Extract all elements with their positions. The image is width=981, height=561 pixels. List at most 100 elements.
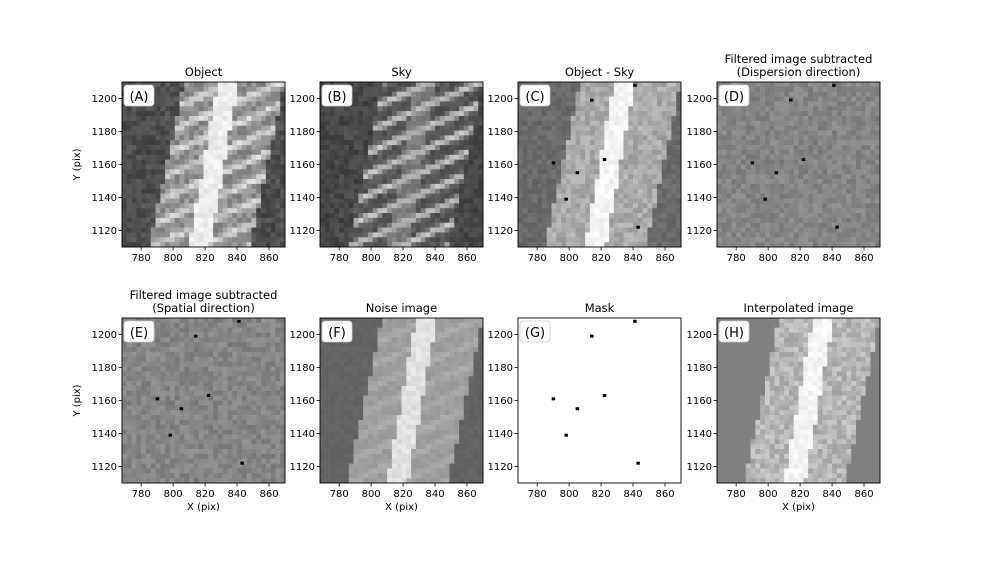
pixel-cell	[179, 208, 185, 214]
pixel-cell	[251, 91, 257, 97]
pixel-cell	[860, 130, 866, 136]
pixel-cell	[676, 198, 682, 204]
pixel-cell	[661, 217, 667, 224]
pixel-cell	[541, 149, 548, 156]
pixel-cell	[532, 164, 538, 170]
pixel-cell	[141, 145, 147, 151]
masked-pixel	[575, 171, 580, 175]
pixel-cell	[760, 203, 766, 209]
pixel-cell	[401, 169, 407, 175]
pixel-cell	[174, 347, 180, 353]
masked-pixel	[801, 158, 806, 162]
pixel-cell	[222, 149, 228, 156]
pixel-cell	[731, 174, 737, 180]
pixel-cell	[808, 91, 814, 97]
pixel-cell	[213, 101, 219, 107]
pixel-cell	[860, 179, 866, 185]
pixel-cell	[425, 222, 431, 228]
pixel-cell	[532, 193, 538, 199]
pixel-cell	[478, 96, 484, 102]
pixel-cell	[165, 327, 171, 333]
pixel-cell	[671, 164, 677, 170]
pixel-cell	[261, 82, 267, 88]
pixel-cell	[537, 237, 543, 243]
pixel-cell	[870, 86, 876, 92]
pixel-cell	[736, 217, 742, 224]
pixel-cell	[208, 115, 214, 122]
pixel-cell	[160, 179, 166, 185]
pixel-cell	[246, 179, 252, 185]
pixel-cell	[784, 115, 790, 122]
pixel-cell	[382, 217, 388, 224]
pixel-cell	[444, 111, 450, 117]
pixel-cell	[155, 149, 161, 156]
pixel-cell	[232, 125, 238, 131]
pixel-cell	[793, 91, 799, 97]
pixel-cell	[580, 106, 586, 112]
pixel-cell	[136, 159, 142, 165]
pixel-cell	[565, 111, 572, 117]
pixel-cell	[329, 198, 335, 204]
pixel-cell	[537, 154, 543, 160]
pixel-cell	[189, 159, 195, 165]
pixel-cell	[391, 154, 397, 160]
pixel-cell	[435, 188, 441, 194]
pixel-cell	[726, 193, 732, 199]
pixel-cell	[851, 203, 857, 209]
pixel-cell	[856, 174, 862, 180]
pixel-cell	[836, 222, 842, 228]
pixel-cell	[537, 222, 543, 228]
pixel-cell	[518, 130, 524, 136]
pixel-cell	[546, 115, 552, 122]
pixel-cell	[666, 154, 672, 160]
pixel-cell	[367, 237, 374, 243]
pixel-cell	[570, 145, 576, 151]
pixel-cell	[803, 125, 809, 131]
pixel-cell	[256, 242, 262, 248]
pixel-cell	[518, 208, 524, 214]
pixel-cell	[136, 154, 142, 160]
pixel-cell	[401, 208, 407, 214]
pixel-cell	[217, 111, 223, 117]
pixel-cell	[265, 232, 271, 238]
pixel-cell	[570, 101, 576, 107]
pixel-cell	[827, 237, 833, 243]
y-tick-label: 1120	[687, 226, 712, 237]
pixel-cell	[174, 188, 180, 194]
pixel-cell	[320, 179, 326, 185]
pixel-cell	[179, 198, 185, 204]
pixel-cell	[425, 169, 431, 175]
pixel-cell	[618, 96, 624, 102]
pixel-cell	[454, 125, 460, 131]
pixel-cell	[808, 135, 814, 141]
pixel-cell	[647, 159, 653, 165]
pixel-cell	[793, 217, 799, 224]
pixel-cell	[444, 101, 450, 107]
pixel-cell	[237, 213, 243, 219]
pixel-cell	[836, 183, 842, 190]
pixel-cell	[241, 342, 247, 348]
pixel-cell	[637, 183, 643, 190]
pixel-cell	[270, 188, 276, 194]
pixel-cell	[131, 232, 137, 238]
pixel-cell	[179, 86, 185, 92]
pixel-cell	[628, 159, 634, 165]
pixel-cell	[256, 111, 262, 117]
pixel-cell	[585, 96, 591, 102]
pixel-cell	[589, 227, 595, 233]
pixel-cell	[251, 337, 257, 343]
pixel-cell	[633, 96, 639, 102]
pixel-cell	[261, 347, 267, 353]
pixel-cell	[832, 101, 838, 107]
pixel-cell	[189, 106, 195, 112]
pixel-cell	[363, 106, 369, 112]
pixel-cell	[637, 91, 643, 97]
pixel-cell	[126, 149, 132, 156]
pixel-cell	[463, 130, 469, 136]
pixel-cell	[348, 145, 354, 151]
pixel-cell	[473, 174, 479, 180]
pixel-cell	[320, 135, 326, 141]
pixel-cell	[232, 227, 238, 233]
pixel-cell	[150, 115, 156, 122]
pixel-cell	[537, 115, 543, 122]
